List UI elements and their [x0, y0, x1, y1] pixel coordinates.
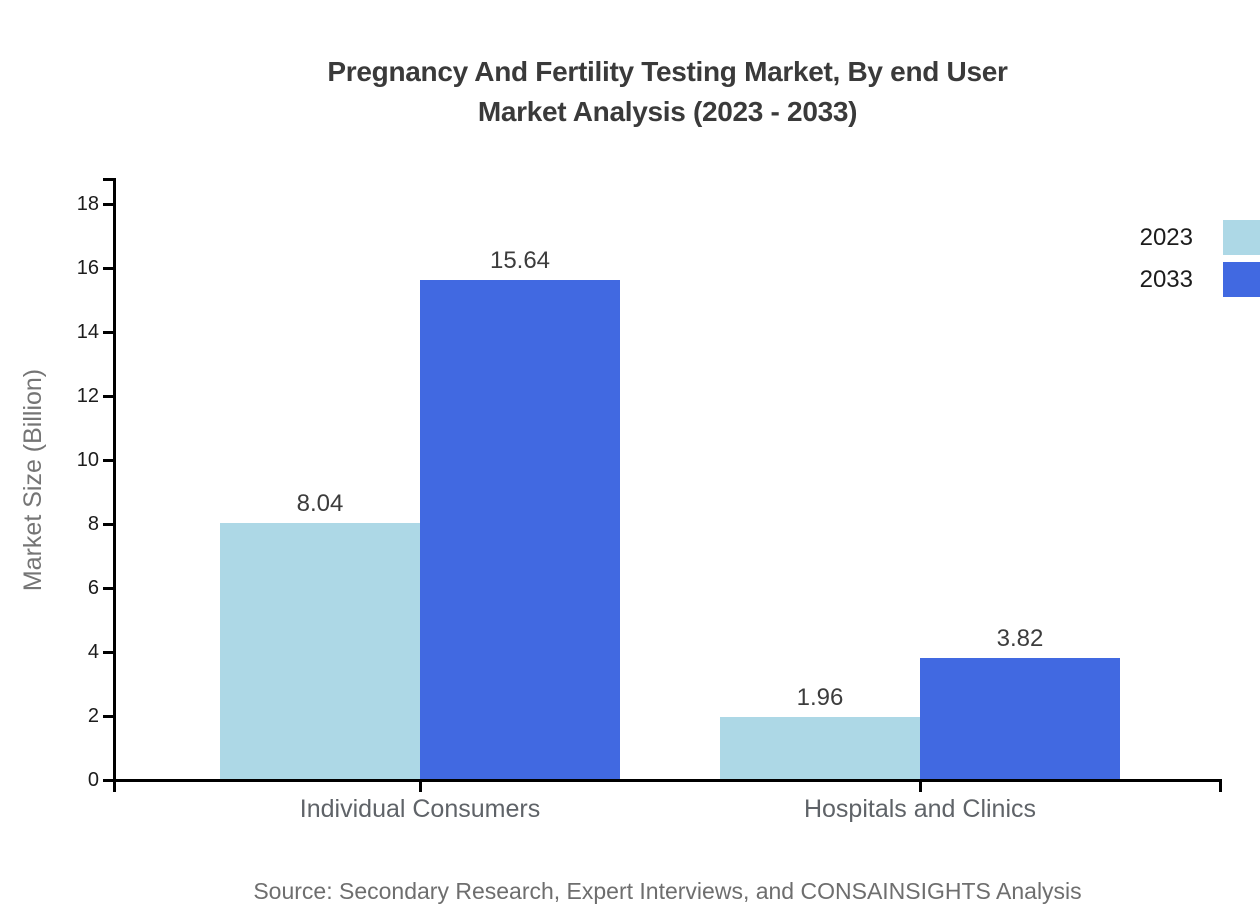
bar-value-label: 8.04: [296, 489, 344, 517]
x-axis-line: [113, 779, 1222, 782]
chart-title-line-1: Pregnancy And Fertility Testing Market, …: [327, 56, 1008, 87]
bar-value-label: 3.82: [996, 624, 1044, 652]
x-axis-tick: [418, 782, 422, 792]
y-axis-tick: [103, 586, 113, 590]
y-axis-tick-label: 12: [76, 385, 99, 407]
y-axis-tick-label: 18: [76, 193, 99, 215]
y-axis-tick-label: 8: [87, 513, 99, 535]
y-axis-tick-label: 10: [76, 449, 99, 471]
y-axis-tick: [103, 458, 113, 462]
x-axis-right-cap: [1219, 779, 1222, 792]
x-axis-tick: [918, 782, 922, 792]
bar-value-label: 1.96: [796, 684, 844, 712]
y-axis-tick-label: 4: [87, 641, 99, 663]
x-axis-category-label: Individual Consumers: [299, 795, 541, 823]
y-axis-tick-label: 2: [87, 705, 99, 727]
y-axis-tick: [103, 202, 113, 206]
y-axis-tick: [103, 778, 113, 782]
x-axis-category-label: Hospitals and Clinics: [803, 795, 1037, 823]
bar-2033-0: [420, 279, 620, 780]
y-axis-tick: [103, 330, 113, 334]
y-axis-tick-label: 0: [87, 769, 99, 791]
legend-label-2033: 2033: [1139, 266, 1193, 293]
bar-2023-1: [720, 717, 920, 780]
y-axis-tick: [103, 650, 113, 654]
y-axis-line: [113, 178, 116, 782]
bar-2033-1: [920, 657, 1120, 780]
y-axis-tick: [103, 394, 113, 398]
y-axis-tick: [103, 266, 113, 270]
y-axis-tick-label: 6: [87, 577, 99, 599]
y-axis-tick-label: 14: [76, 321, 99, 343]
x-axis-left-cap: [113, 779, 116, 792]
source-note: Source: Secondary Research, Expert Inter…: [253, 878, 1082, 904]
y-axis-tick: [103, 714, 113, 718]
legend-swatch-2023: [1223, 220, 1260, 255]
legend-label-2023: 2023: [1139, 224, 1193, 251]
legend-swatch-2033: [1223, 262, 1260, 297]
bar-value-label: 15.64: [489, 246, 551, 274]
bar-2023-0: [220, 522, 420, 780]
chart-title-line-2: Market Analysis (2023 - 2033): [477, 96, 858, 127]
y-axis-tick: [103, 522, 113, 526]
y-axis-tick-label: 16: [76, 257, 99, 279]
y-axis-top-cap: [103, 178, 113, 181]
